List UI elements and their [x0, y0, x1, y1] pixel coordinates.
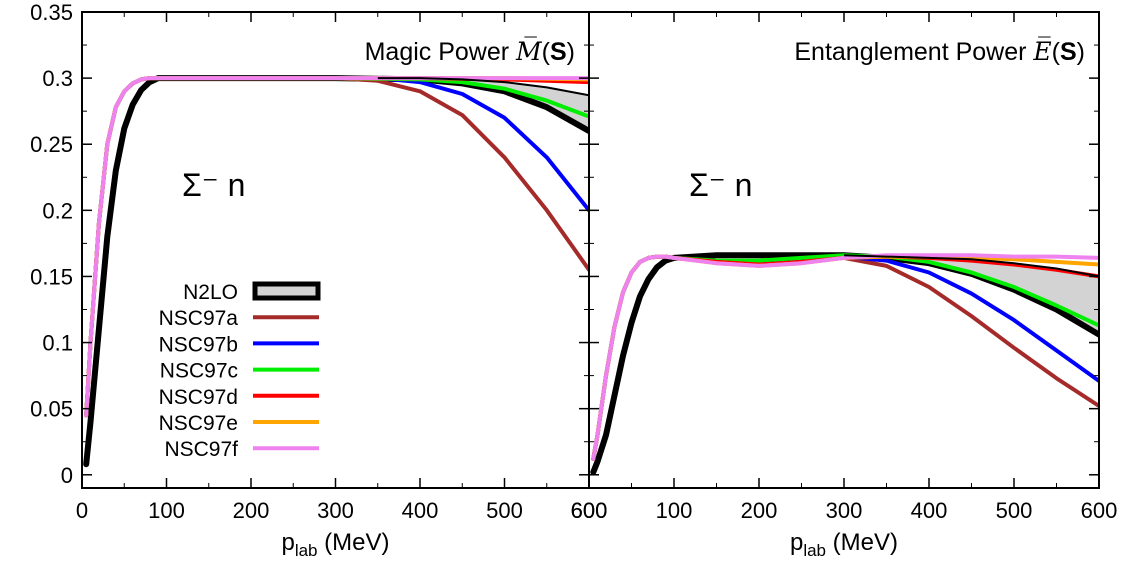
- x-tick-label: 100: [148, 498, 185, 523]
- series-nsc97f-line-left: [84, 76, 589, 418]
- x-tick-label: 100: [656, 498, 693, 523]
- panel-title: Entanglement Power E̅(S): [794, 37, 1085, 66]
- y-tick-label: 0.05: [30, 397, 73, 422]
- y-tick-label: 0.3: [42, 66, 73, 91]
- y-tick-label: 0.1: [42, 331, 73, 356]
- legend-label-nsc97d: NSC97d: [159, 386, 238, 409]
- x-tick-label: 500: [996, 498, 1033, 523]
- x-tick-label: 200: [741, 498, 778, 523]
- x-tick-label: 400: [911, 498, 948, 523]
- plot-frame-right: [588, 11, 1100, 489]
- x-tick-label: 500: [486, 498, 523, 523]
- series-nsc97f-line-right: [591, 253, 1099, 461]
- x-axis-title: plab (MeV): [790, 529, 898, 560]
- band-n2lo-right: [844, 255, 1099, 332]
- magic-power-panel: 0 100 200 300 400 500 600 0 0.05 0.1 0.15 0.2 0.25 0.…: [30, 0, 607, 560]
- legend-label-n2lo: N2LO: [183, 281, 238, 304]
- x-axis-title: plab (MeV): [281, 529, 389, 560]
- band-upper-edge-left: [377, 77, 589, 97]
- x-tick-label: 200: [233, 498, 270, 523]
- legend-label-nsc97b: NSC97b: [159, 333, 238, 356]
- x-tick-label: 400: [402, 498, 439, 523]
- band-n2lo-left: [377, 78, 589, 131]
- x-tick-label: 300: [317, 498, 354, 523]
- y-tick-label: 0: [61, 463, 73, 488]
- x-tick-label: 600: [1081, 498, 1118, 523]
- x-tick-label: 300: [826, 498, 863, 523]
- entanglement-power-panel: 600 100 200 300 400 500 600 plab (MeV) Entanglem…: [571, 11, 1118, 560]
- y-tick-label: 0.25: [30, 132, 73, 157]
- legend-label-nsc97f: NSC97f: [164, 438, 238, 461]
- legend-swatch-n2lo: [252, 281, 321, 301]
- legend-label-nsc97c: NSC97c: [160, 360, 238, 383]
- particle-annotation: Σ⁻ n: [689, 167, 752, 203]
- band-upper-edge-right: [843, 254, 1099, 278]
- legend-label-nsc97e: NSC97e: [159, 412, 238, 435]
- y-tick-label: 0.2: [42, 198, 73, 223]
- x-tick-label: 0: [76, 498, 88, 523]
- x-tick-label: 600: [571, 498, 608, 523]
- y-tick-label: 0.35: [30, 0, 73, 25]
- legend-label-nsc97a: NSC97a: [159, 307, 239, 330]
- x-tick-label: 600: [571, 498, 608, 523]
- y-tick-label: 0.15: [30, 264, 73, 289]
- particle-annotation: Σ⁻ n: [182, 167, 245, 203]
- legend: N2LO NSC97a NSC97b NSC97c NSC97d NSC97e NSC97f: [159, 281, 321, 461]
- panel-title: Magic Power M̅(S): [365, 37, 575, 66]
